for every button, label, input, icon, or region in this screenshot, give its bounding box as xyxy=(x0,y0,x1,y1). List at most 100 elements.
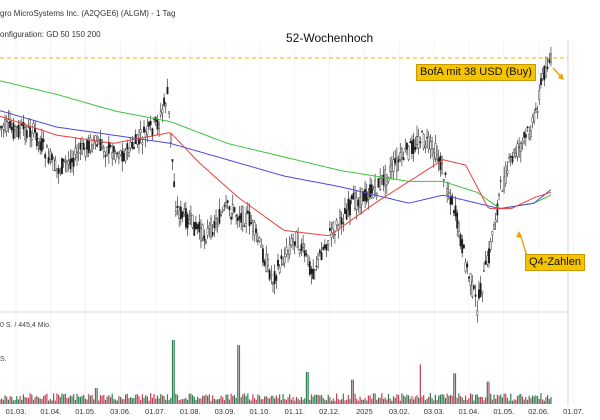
volume-bar xyxy=(339,400,341,404)
volume-bar xyxy=(434,394,437,404)
volume-bar xyxy=(446,393,448,404)
candle-body xyxy=(107,141,110,154)
candle-body xyxy=(17,124,20,138)
candle-body xyxy=(39,141,42,151)
volume-bar xyxy=(109,397,112,404)
q4-arrowhead xyxy=(516,231,522,238)
candle-body xyxy=(42,139,45,142)
candle-body xyxy=(74,147,77,155)
candle-body xyxy=(417,136,420,149)
volume-bar xyxy=(166,394,169,404)
candle-body xyxy=(84,147,87,157)
candle-body xyxy=(52,158,55,171)
volume-bar xyxy=(366,400,368,404)
volume-bar xyxy=(414,396,416,404)
candle-body xyxy=(221,209,224,212)
candle-body xyxy=(169,134,172,143)
candle-body xyxy=(97,140,100,145)
candle-body xyxy=(138,139,140,145)
volume-bar xyxy=(232,396,234,404)
volume-bar xyxy=(98,400,100,404)
gridlines xyxy=(15,40,574,404)
volume-bar xyxy=(27,397,30,404)
volume-bar xyxy=(257,394,259,404)
candle-body xyxy=(468,276,470,279)
volume-bar xyxy=(79,396,81,404)
volume-bar xyxy=(17,399,20,404)
candle-body xyxy=(282,263,284,265)
volume-bar xyxy=(116,400,118,404)
candle-body xyxy=(91,144,94,152)
candle-body xyxy=(412,139,415,154)
volume-bar xyxy=(289,394,291,404)
candle-body xyxy=(154,117,157,122)
candle-body xyxy=(357,199,360,207)
x-tick-label: 01.07. xyxy=(563,407,584,416)
volume-bar xyxy=(377,397,380,404)
candle-body xyxy=(509,156,512,158)
volume-bar xyxy=(41,399,43,404)
candle-body xyxy=(241,206,244,226)
candle-body xyxy=(139,129,142,134)
volume-bar xyxy=(453,373,455,404)
candle-body xyxy=(128,152,130,157)
candle-body xyxy=(102,147,105,153)
volume-bar xyxy=(495,398,497,404)
candle-body xyxy=(447,191,450,194)
candle-body xyxy=(337,224,340,231)
candle-body xyxy=(511,156,514,163)
volume-bar xyxy=(153,393,155,404)
candle-body xyxy=(394,158,397,164)
candle-body xyxy=(345,210,348,220)
candle-body xyxy=(464,262,467,272)
volume-bar xyxy=(483,400,485,404)
volume-bar xyxy=(37,397,40,404)
volume-bar xyxy=(222,397,224,404)
candle-body xyxy=(355,197,358,210)
candle-body xyxy=(268,269,271,280)
volume-bar xyxy=(183,398,185,404)
volume-bar xyxy=(165,399,167,404)
candle-body xyxy=(245,213,248,224)
volume-bar xyxy=(295,396,298,404)
candle-body xyxy=(481,290,484,294)
candle-body xyxy=(364,189,366,201)
volume-bar xyxy=(272,395,274,404)
candle-body xyxy=(531,116,534,123)
candle-body xyxy=(526,126,529,129)
volume-bar xyxy=(193,396,195,404)
candle-body xyxy=(379,178,382,190)
candle-body xyxy=(325,244,328,251)
volume-bar xyxy=(408,395,410,404)
volume-bar xyxy=(386,399,388,404)
candle-body xyxy=(186,214,189,229)
volume-bar xyxy=(416,395,418,404)
candle-body xyxy=(411,140,413,154)
candle-body xyxy=(233,207,236,212)
volume-bar xyxy=(287,397,289,404)
volume-bar xyxy=(438,395,440,404)
volume-bar xyxy=(148,400,150,404)
candle-body xyxy=(121,150,124,162)
candle-body xyxy=(452,210,455,214)
candle-body xyxy=(414,147,417,150)
volume-bar xyxy=(135,394,137,404)
volume-bar xyxy=(59,396,61,404)
candle-body xyxy=(5,121,8,132)
candle-body xyxy=(208,225,211,229)
volume-bar xyxy=(285,399,287,404)
volume-bar xyxy=(337,398,339,404)
candle-body xyxy=(225,202,227,208)
candle-body xyxy=(360,188,363,205)
candle-body xyxy=(498,193,500,196)
candle-body xyxy=(317,253,320,260)
x-tick-label: 01.03. xyxy=(5,407,27,416)
candle-body xyxy=(59,170,62,173)
volume-bar xyxy=(228,399,231,404)
candle-body xyxy=(474,294,477,297)
candle-body xyxy=(298,249,301,254)
volume-bar xyxy=(130,397,132,404)
candle-body xyxy=(305,253,308,255)
candle-body xyxy=(347,199,350,211)
volume-bar xyxy=(63,394,65,404)
